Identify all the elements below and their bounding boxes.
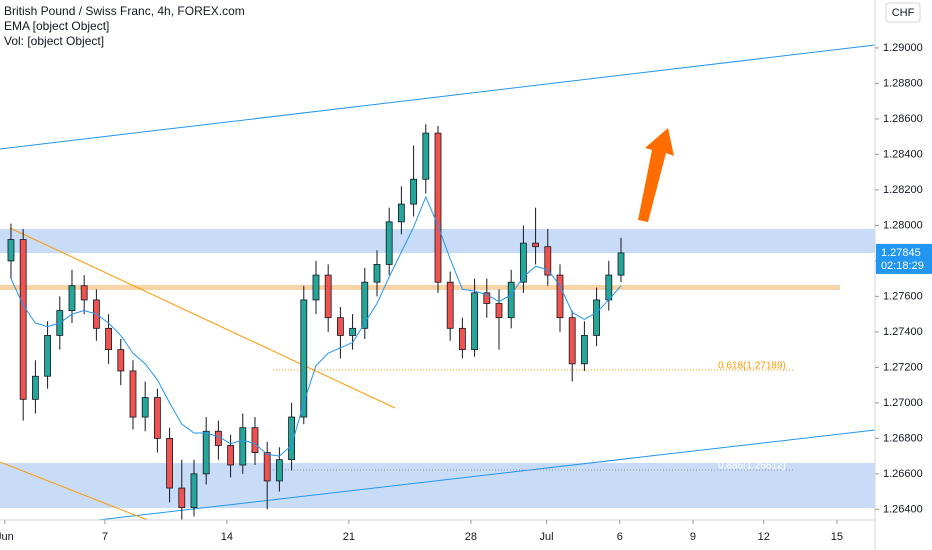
candle-body (349, 327, 356, 336)
countdown: 02:18:29 (881, 260, 924, 272)
y-tick-label: 1.28800 (883, 77, 923, 89)
x-tick-label: 15 (831, 531, 843, 543)
plot (7, 124, 625, 524)
last-price-label: 1.27845 (881, 247, 921, 259)
candle-body (519, 242, 527, 283)
candle-body (324, 274, 332, 319)
candle-body (446, 281, 454, 329)
candle-body (117, 349, 125, 372)
x-tick-label: Jul (540, 531, 554, 543)
candle-body (580, 335, 588, 365)
x-tick-label: 9 (690, 531, 696, 543)
candle-body (605, 274, 613, 301)
y-tick-label: 1.26400 (883, 503, 923, 515)
price-axis (875, 0, 932, 550)
ema-line (10, 195, 622, 457)
candle-body (336, 317, 344, 336)
x-tick-label: 7 (102, 531, 108, 543)
y-tick-label: 1.28400 (883, 148, 923, 160)
fib-label: 0.886(1.26612) (718, 461, 786, 472)
candle-body (556, 274, 564, 319)
candle-body (19, 239, 27, 400)
candle-body (483, 292, 491, 304)
candle-body (239, 427, 247, 466)
candle-body (532, 242, 539, 248)
candle-body (373, 264, 381, 283)
x-tick-label: 21 (343, 531, 355, 543)
channel-line (54, 429, 876, 526)
last-price-tag (876, 243, 932, 274)
y-tick-label: 1.28600 (883, 113, 923, 125)
candle-body (422, 132, 430, 180)
candle-body (68, 285, 76, 311)
x-tick-label: Jun (0, 531, 14, 543)
indicator-label: EMA [object Object] (4, 19, 109, 33)
y-tick-label: 1.28000 (883, 219, 923, 231)
y-tick-label: 1.26600 (883, 468, 923, 480)
fib-label: 0.618(1.27189) (718, 361, 786, 372)
x-tick-label: 12 (758, 531, 770, 543)
candle-body (397, 203, 405, 223)
candle-body (251, 427, 259, 453)
y-tick-label: 1.28200 (883, 184, 923, 196)
candle-body (44, 335, 51, 377)
candle-body (385, 221, 393, 265)
candle-body (471, 292, 478, 351)
candle-body (178, 487, 186, 508)
candle-body (105, 327, 112, 351)
candle-body (166, 437, 173, 489)
candle-body (263, 452, 271, 482)
arrow (638, 128, 674, 222)
x-tick-label: 6 (617, 531, 623, 543)
pivot-zone (0, 285, 840, 290)
candle-body (275, 459, 283, 482)
time-axis (0, 520, 875, 550)
x-tick-label: 28 (465, 531, 477, 543)
y-tick-label: 1.27400 (883, 326, 923, 338)
candle-body (190, 473, 198, 508)
chart-title: British Pound / Swiss Franc, 4h, FOREX.c… (4, 4, 245, 18)
candle-body (300, 299, 308, 418)
indicator-label: Vol: [object Object] (4, 34, 104, 48)
candle-body (458, 327, 466, 351)
candle-body (410, 178, 417, 205)
channel-line (0, 44, 876, 150)
candle-body (80, 285, 88, 301)
candle-body (434, 132, 442, 283)
candle-body (141, 397, 149, 418)
y-tick-label: 1.26800 (883, 432, 923, 444)
x-tick-label: 14 (221, 531, 233, 543)
candle-body (7, 239, 15, 262)
candle-body (568, 317, 576, 365)
candle-body (31, 375, 39, 400)
y-tick-label: 1.29000 (883, 42, 923, 54)
trend-line (0, 461, 161, 526)
candle-body (507, 281, 515, 319)
currency-text[interactable]: CHF (892, 7, 915, 19)
candle-body (129, 370, 137, 418)
candle-body (593, 299, 600, 336)
candle-body (202, 430, 210, 475)
currency-button[interactable] (885, 2, 921, 23)
candle-body (288, 416, 295, 461)
candle-body (361, 281, 369, 329)
candle-body (153, 397, 161, 439)
candle-body (227, 445, 234, 466)
candle-body (312, 274, 320, 301)
candle-body (544, 246, 552, 276)
trend-line (9, 227, 396, 409)
candle-body (495, 303, 503, 319)
y-tick-label: 1.27200 (883, 361, 923, 373)
candle-body (617, 252, 625, 276)
y-tick-label: 1.27600 (883, 290, 923, 302)
y-tick-label: 1.27000 (883, 397, 923, 409)
